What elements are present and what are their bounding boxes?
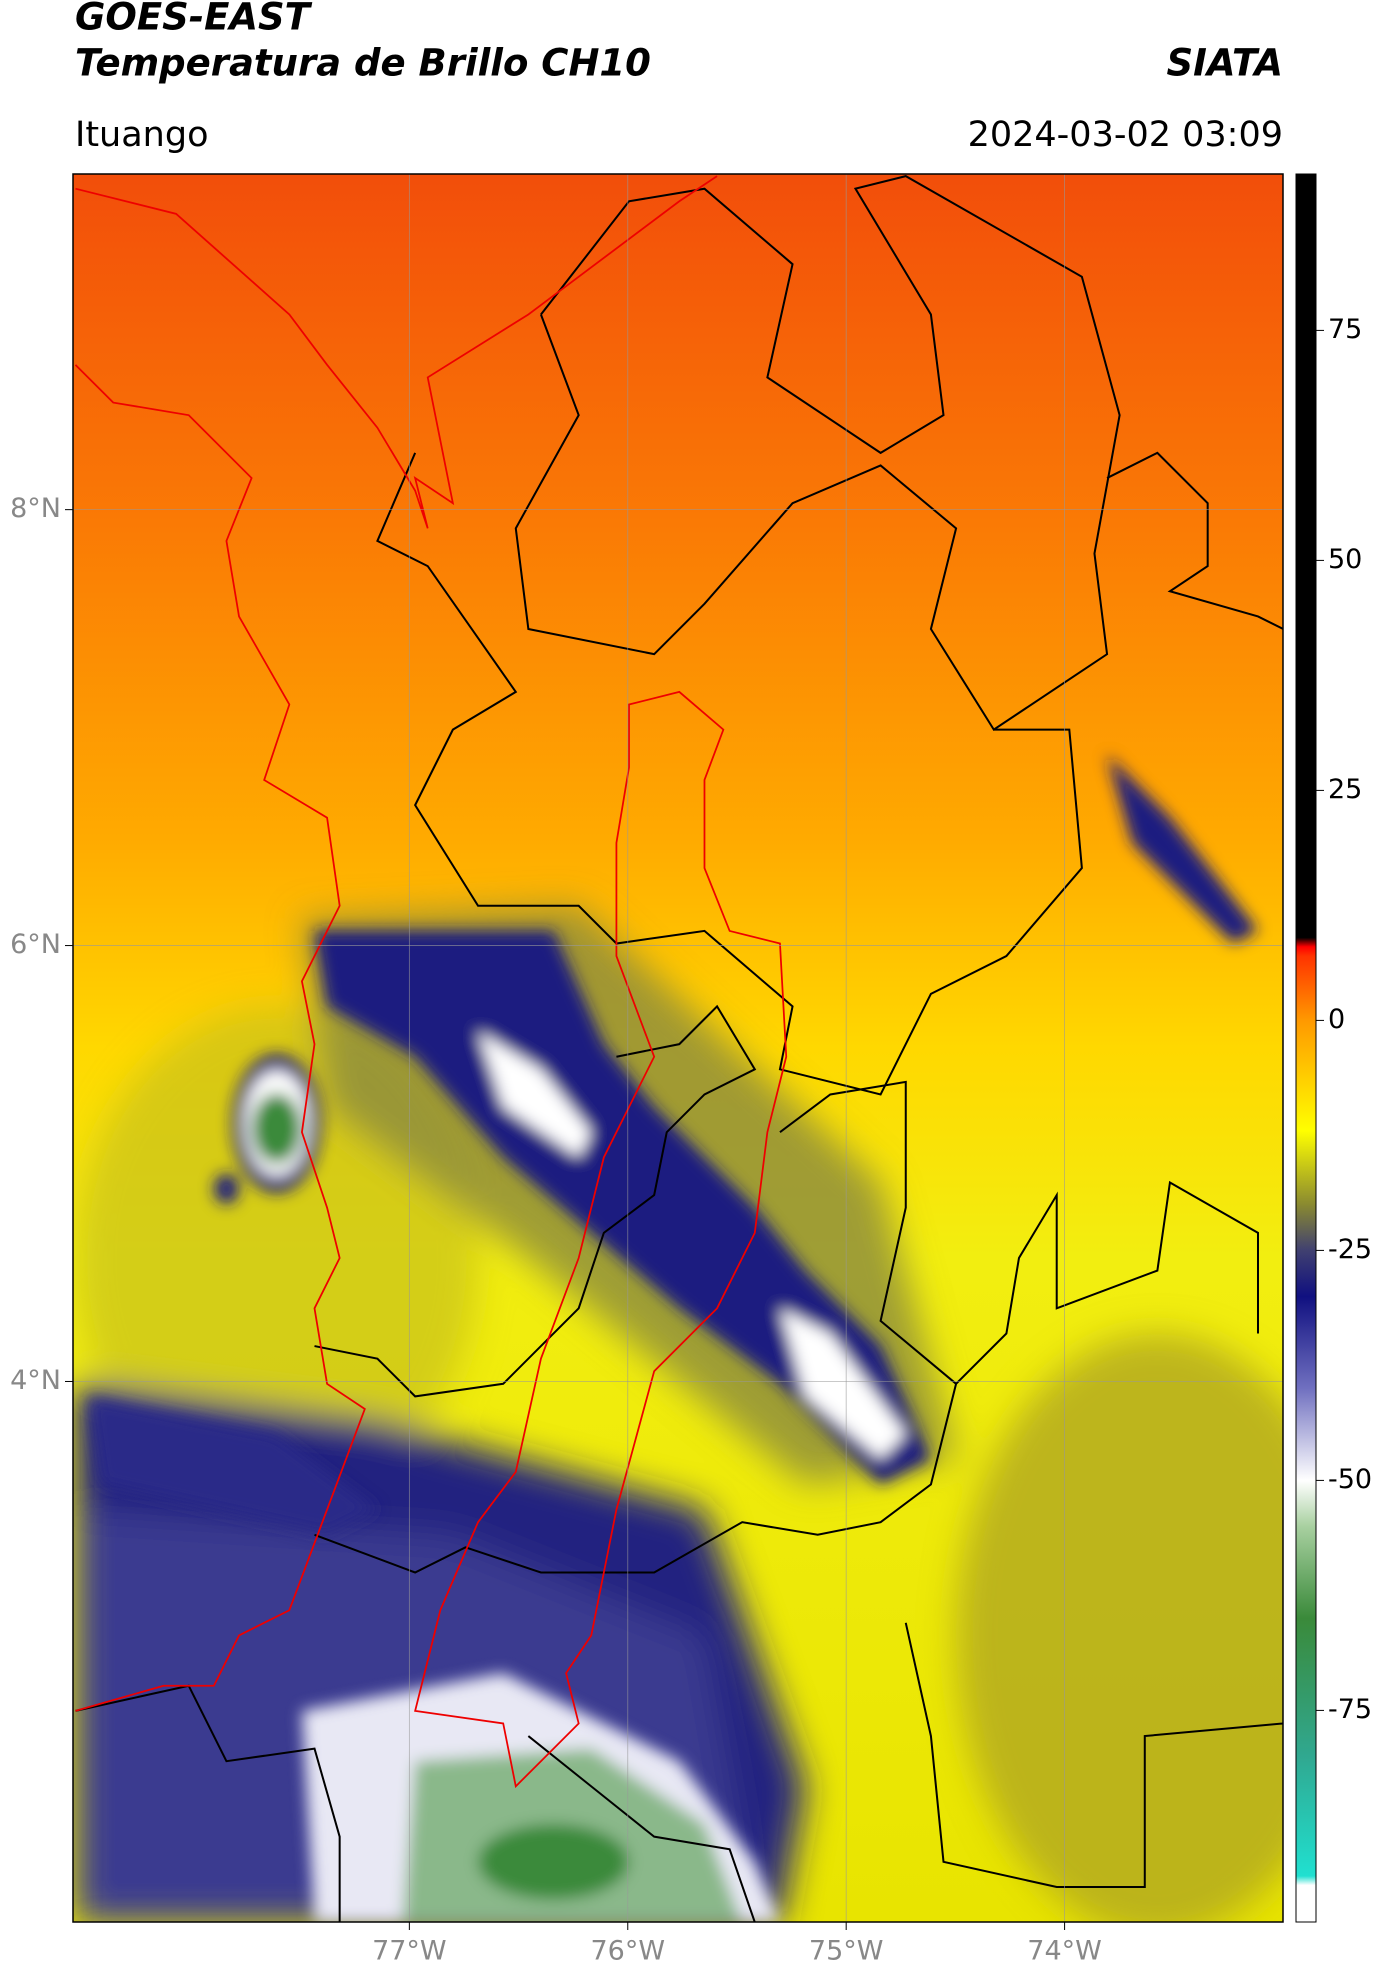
map-frame <box>72 173 1284 1923</box>
colorbar-tick-label: -50 <box>1328 1464 1372 1495</box>
x-tick-label: 76°W <box>590 1936 665 1967</box>
colorbar-tick-label: 25 <box>1328 774 1362 805</box>
colorbar-tick-label: 75 <box>1328 314 1362 345</box>
colorbar-tick-label: -75 <box>1328 1694 1372 1725</box>
location: Ituango <box>75 115 209 155</box>
y-tick-label: 6°N <box>10 929 61 960</box>
colorbar-tick-label: 0 <box>1328 1004 1345 1035</box>
x-tick-label: 74°W <box>1027 1936 1102 1967</box>
x-tick-label: 75°W <box>809 1936 884 1967</box>
y-tick-label: 8°N <box>10 493 61 524</box>
subtitle: Temperatura de Brillo CH10 <box>75 42 651 85</box>
y-tick-label: 4°N <box>10 1365 61 1396</box>
satellite-image <box>73 174 1283 1922</box>
title: GOES-EAST <box>75 0 313 39</box>
colorbar-tick-label: -25 <box>1328 1234 1372 1265</box>
source: SIATA <box>1166 42 1283 85</box>
x-tick-label: 77°W <box>372 1936 447 1967</box>
colorbar-tick-label: 50 <box>1328 544 1362 575</box>
colorbar <box>1295 173 1317 1923</box>
borders <box>74 175 1283 1922</box>
datetime: 2024-03-02 03:09 <box>968 115 1283 155</box>
